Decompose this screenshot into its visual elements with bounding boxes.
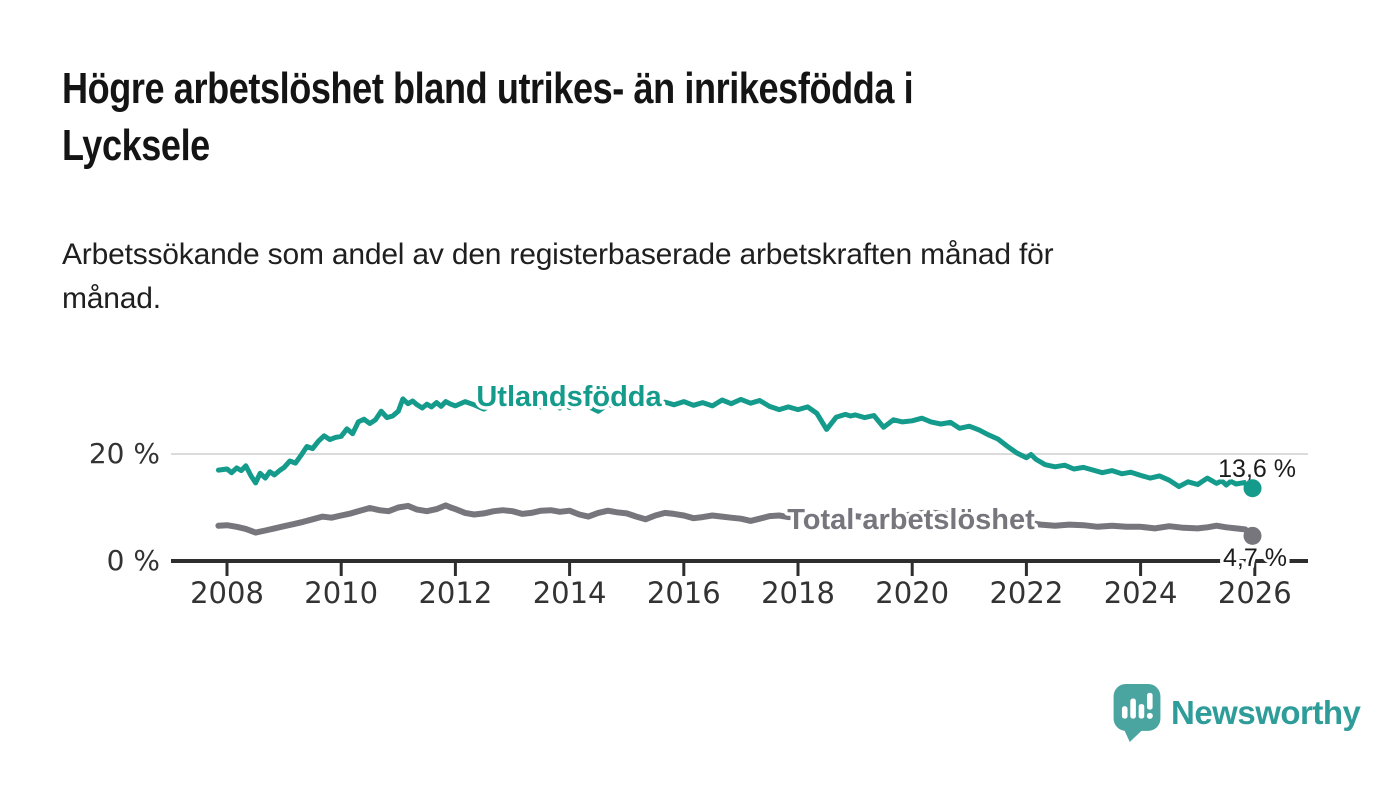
x-axis-tick-label-2008: 2008 xyxy=(190,576,264,610)
series-label-utlandsfodda: Utlandsfödda xyxy=(476,381,662,413)
page-subtitle-line-2: månad. xyxy=(62,282,161,315)
y-axis-tick-label-0: 0 % xyxy=(107,544,160,577)
page-title-line-1: Högre arbetslöshet bland utrikes- än inr… xyxy=(62,64,914,113)
series-line-utlandsfodda xyxy=(215,395,1255,491)
newsworthy-speech-bubble-icon xyxy=(1113,684,1161,742)
x-axis-tick-label-2016: 2016 xyxy=(647,576,721,610)
x-axis-tick-label-2020: 2020 xyxy=(875,576,949,610)
newsworthy-logo: Newsworthy xyxy=(1113,684,1361,742)
series-line-total-arbetsloshet xyxy=(215,502,1256,539)
x-axis-tick-label-2022: 2022 xyxy=(989,576,1063,610)
chart-lines-layer xyxy=(215,395,1256,539)
chart-text-layer: 20 % 0 % Utlandsfödda Total arbetslöshet… xyxy=(89,378,1299,578)
chart-grid-layer: 2008 2010 2012 2014 2016 2018 2020 2022 2024 2026 xyxy=(171,453,1308,610)
end-value-label-utlandsfodda: 13,6 % xyxy=(1218,455,1296,483)
x-axis-tick-label-2012: 2012 xyxy=(418,576,492,610)
newsworthy-wordmark: Newsworthy xyxy=(1171,694,1361,731)
chart-dots-layer xyxy=(1243,479,1262,545)
end-value-label-total-arbetsloshet: 4,7 % xyxy=(1223,544,1287,572)
x-axis-tick-label-2018: 2018 xyxy=(761,576,835,610)
page-title-line-2: Lycksele xyxy=(62,121,210,170)
page-title: Högre arbetslöshet bland utrikes- än inr… xyxy=(62,60,914,174)
x-axis-tick-label-2024: 2024 xyxy=(1104,576,1178,610)
page-subtitle: Arbetssökande som andel av den registerb… xyxy=(62,233,1054,321)
series-end-dot-utlandsfodda xyxy=(1243,479,1262,498)
y-axis-tick-label-20: 20 % xyxy=(89,437,160,470)
x-axis-tick-label-2014: 2014 xyxy=(533,576,607,610)
page-subtitle-line-1: Arbetssökande som andel av den registerb… xyxy=(62,238,1054,271)
x-axis-tick-label-2026: 2026 xyxy=(1218,576,1292,610)
series-label-total-arbetsloshet: Total arbetslöshet xyxy=(787,504,1035,536)
x-axis-tick-label-2010: 2010 xyxy=(304,576,378,610)
series-end-dot-total-arbetsloshet xyxy=(1243,526,1262,545)
